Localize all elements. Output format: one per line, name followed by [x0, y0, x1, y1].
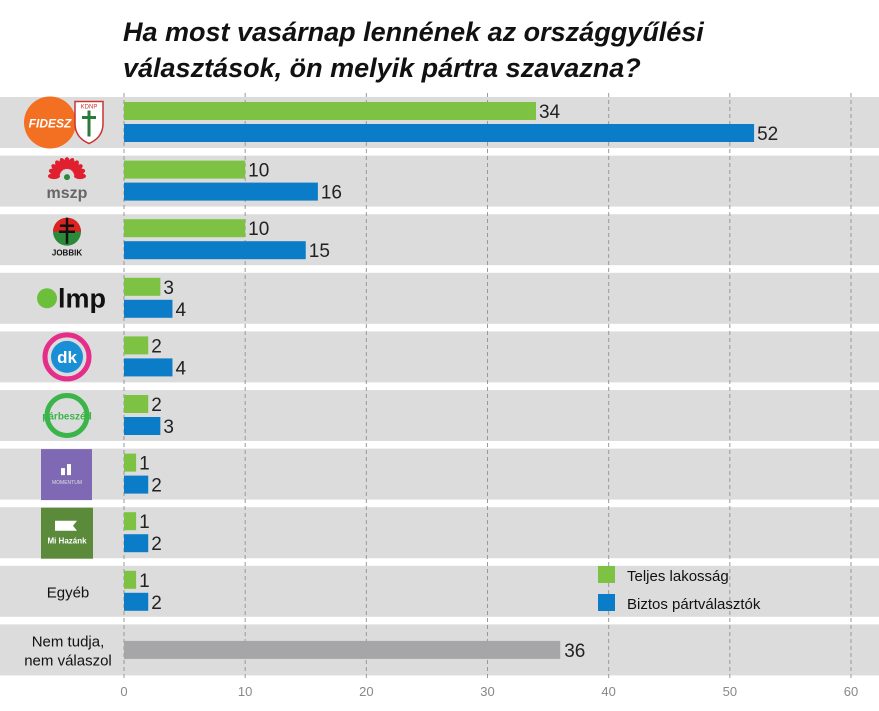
mihazank-logo [41, 507, 93, 559]
dk-logo [51, 340, 83, 373]
bar-teljes [124, 277, 161, 296]
mszp-logo-text: mszp [47, 185, 88, 202]
legend-swatch [598, 566, 615, 583]
data-label: 34 [539, 102, 561, 123]
data-label: 2 [151, 534, 162, 555]
x-tick-label: 0 [120, 684, 127, 699]
mszp-petal-icon [55, 160, 64, 171]
bar-teljes [124, 512, 137, 531]
data-label: 16 [321, 183, 342, 204]
parbeszed-ring-icon [44, 393, 90, 438]
bar-biztos [124, 124, 755, 142]
lmp-walker-icon [37, 288, 57, 309]
data-label: 3 [163, 278, 174, 299]
mihazank-logo-text: Mi Hazánk [47, 537, 87, 546]
data-label: 15 [309, 241, 330, 262]
data-label: 52 [757, 124, 778, 145]
momentum-bar-icon [67, 464, 71, 476]
category-label: Nem tudja, [32, 633, 105, 650]
data-label: 10 [248, 161, 269, 182]
x-tick-label: 10 [238, 684, 252, 699]
parbeszed-logo-text: párbeszéd [42, 412, 91, 423]
data-label: 3 [163, 417, 174, 438]
x-tick-label: 50 [723, 684, 737, 699]
category-label: nem válaszol [24, 652, 112, 669]
jobbik-logo-text: JOBBIK [52, 249, 82, 258]
mszp-petal-icon [70, 160, 79, 171]
kdnp-cross-icon [82, 110, 96, 137]
bar-biztos [124, 592, 149, 611]
x-tick-label: 40 [601, 684, 615, 699]
data-label: 4 [175, 358, 186, 379]
bar-biztos [124, 358, 173, 377]
lmp-logo-text: lmp [58, 283, 106, 313]
bar-teljes [124, 219, 246, 238]
legend-swatch [598, 594, 615, 611]
bar-teljes [124, 102, 536, 120]
mszp-petal-icon [51, 164, 62, 173]
bar-teljes [124, 570, 137, 589]
data-label: 2 [151, 593, 162, 614]
bar-biztos [124, 417, 161, 435]
chart-title: Ha most vasárnap lennének az országgyűlé… [123, 14, 704, 86]
data-label: 1 [139, 512, 150, 533]
bar-biztos [124, 534, 149, 553]
data-label: 2 [151, 476, 162, 497]
dk-ring-icon [42, 332, 92, 382]
data-label: 1 [139, 571, 150, 592]
mszp-petal-icon [74, 173, 86, 180]
x-tick-label: 20 [359, 684, 373, 699]
bar-teljes [124, 453, 137, 472]
category-label: Egyéb [47, 584, 90, 601]
mszp-petal-icon [72, 164, 83, 173]
mszp-flower-center-icon [64, 174, 70, 181]
bar-teljes [124, 160, 246, 179]
data-label: 1 [139, 454, 150, 475]
mihazank-flag-icon [55, 520, 77, 531]
bar-biztos [124, 182, 318, 201]
kdnp-logo-text: KDNP [81, 105, 98, 111]
bar-biztos [124, 299, 173, 318]
data-label: 36 [564, 641, 585, 662]
dk-logo-text: dk [57, 348, 77, 367]
data-label: 10 [248, 219, 269, 240]
momentum-logo-text: MOMENTUM [52, 480, 82, 486]
legend-label: Teljes lakosság [627, 568, 729, 585]
title-line-2: választások, ön melyik pártra szavazna? [123, 53, 641, 83]
bar-biztos [124, 241, 306, 260]
jobbik-cross-icon [59, 217, 75, 244]
bar-nem-tudja [124, 640, 561, 659]
fidesz-logo-text: FIDESZ [29, 117, 72, 131]
momentum-bar-icon [61, 468, 65, 476]
x-tick-label: 30 [480, 684, 494, 699]
data-label: 2 [151, 336, 162, 357]
data-label: 4 [175, 300, 186, 321]
data-label: 2 [151, 395, 162, 416]
bar-teljes [124, 395, 149, 413]
bar-biztos [124, 475, 149, 494]
title-line-1: Ha most vasárnap lennének az országgyűlé… [123, 17, 704, 47]
legend-label: Biztos pártválasztók [627, 596, 761, 613]
fidesz-logo [24, 96, 76, 149]
bar-teljes [124, 336, 149, 355]
x-tick-label: 60 [844, 684, 858, 699]
momentum-logo [41, 449, 92, 501]
